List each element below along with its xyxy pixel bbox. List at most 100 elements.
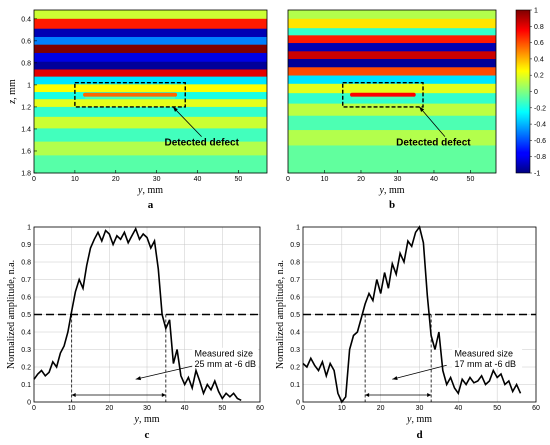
- x-axis-ticks: 0 10 20 30 40 50: [286, 170, 474, 183]
- heatmap-band: [288, 83, 496, 94]
- y-tick-label: 0.8: [21, 60, 31, 67]
- plot-frame: [33, 226, 261, 403]
- heatmap-band: [288, 18, 496, 29]
- heatmap-band: [288, 67, 496, 76]
- x-tick-label: 40: [194, 176, 202, 183]
- colorbar-ticks: -1 -0.8 -0.6 -0.4 -0.2 0 0.2 0.4 0.6 0.8 1: [530, 8, 546, 178]
- plot-frame: [33, 9, 268, 174]
- x-tick-label: 40: [181, 405, 189, 412]
- dimension-arrow-right: [161, 393, 166, 397]
- defect-band-shadow: [85, 96, 176, 99]
- annotation-arrowhead: [419, 106, 425, 113]
- heatmap-band: [34, 84, 267, 93]
- colorbar-tick-label: -0.4: [534, 122, 546, 129]
- x-tick-label: 50: [493, 405, 501, 412]
- y-tick-label: 0.8: [290, 260, 300, 267]
- heatmap-band: [34, 141, 267, 156]
- y-tick-label: 0: [27, 400, 31, 407]
- y-axis-label: z, mm: [7, 79, 18, 105]
- x-tick-label: 0: [286, 176, 290, 183]
- x-tick-label: 50: [234, 176, 242, 183]
- y-tick-label: 0.6: [21, 38, 31, 45]
- heatmap-bands: [34, 10, 267, 174]
- dimension-arrow-left: [71, 393, 76, 397]
- plot-frame: [302, 226, 537, 403]
- x-tick-label: 60: [532, 405, 540, 412]
- heatmap-band: [288, 35, 496, 44]
- y-tick-label: 0.3: [290, 347, 300, 354]
- heatmap-band: [34, 10, 267, 20]
- defect-band: [350, 92, 416, 97]
- y-axis-label: Normalized amplitude, n.a.: [6, 260, 17, 369]
- detected-defect-label: Detected defect: [396, 137, 471, 148]
- heatmap-band: [34, 69, 267, 78]
- y-tick-label: 0.7: [290, 277, 300, 284]
- defect-box: [342, 81, 424, 108]
- x-tick-label: 40: [454, 405, 462, 412]
- x-tick-label: 0: [32, 176, 36, 183]
- detected-defect-label: Detected defect: [164, 137, 239, 148]
- series-line: [33, 226, 242, 402]
- annotation-background: [192, 347, 259, 368]
- x-tick-label: 20: [105, 405, 113, 412]
- heatmap-band: [288, 75, 496, 85]
- annotation-arrow: [172, 106, 202, 137]
- y-tick-label: 0.5: [21, 312, 31, 319]
- y-tick-label: 0: [296, 400, 300, 407]
- x-tick-label: 30: [143, 405, 151, 412]
- measured-size-value: 25 mm at -6 dB: [194, 359, 256, 369]
- y-tick-label: 0.4: [21, 16, 31, 23]
- dimension-arrow-left: [365, 393, 370, 397]
- y-tick-label: 0.9: [21, 242, 31, 249]
- colorbar-tick-label: 1: [534, 8, 538, 15]
- plot-frame: [287, 9, 497, 174]
- heatmap-band: [34, 76, 267, 85]
- defect-band-shadow: [352, 96, 414, 99]
- annotation-arrow: [392, 364, 447, 380]
- defect-band: [83, 92, 178, 97]
- x-tick-label: 10: [68, 405, 76, 412]
- panel-caption-d: d: [416, 429, 422, 441]
- heatmap-band: [288, 145, 496, 174]
- heatmap-band: [288, 103, 496, 117]
- y-tick-label: 0.7: [21, 277, 31, 284]
- y-axis-label: Normalized amplitude, n.a.: [275, 260, 286, 369]
- heatmap-band: [34, 18, 267, 30]
- heatmap-panel-b: 0 10 20 30 40 50 Detected defect y, mm b: [286, 9, 497, 211]
- heatmap-band: [34, 128, 267, 143]
- x-tick-label: 40: [430, 176, 438, 183]
- x-tick-label: 20: [377, 405, 385, 412]
- x-tick-label: 10: [71, 176, 79, 183]
- y-tick-label: 0.3: [21, 347, 31, 354]
- annotation-arrow: [135, 364, 197, 380]
- heatmap-band: [288, 115, 496, 131]
- y-tick-label: 1.8: [21, 171, 31, 178]
- colorbar-tick-label: 0.6: [534, 40, 544, 47]
- measured-size-value: 17 mm at -6 dB: [454, 359, 516, 369]
- x-axis-label: y, mm: [133, 414, 159, 425]
- line-panel-d: 0 10 20 30 40 50 60 00.10.20.30.40.50.60.70.80…: [275, 225, 540, 442]
- heatmap-panel-a: 0 10 20 30 40 50 0.4 0.6 0.8 1 1.2 1.4 1.6 1.8 Detec…: [7, 9, 268, 211]
- heatmap-band: [288, 43, 496, 52]
- colorbar: -1 -0.8 -0.6 -0.4 -0.2 0 0.2 0.4 0.6 0.8 1: [515, 8, 546, 178]
- x-tick-label: 60: [256, 405, 264, 412]
- heatmap-bands: [288, 10, 496, 174]
- heatmap-band: [34, 155, 267, 174]
- x-tick-label: 20: [112, 176, 120, 183]
- x-tick-label: 30: [153, 176, 161, 183]
- heatmap-band: [34, 116, 267, 129]
- x-tick-label: 50: [218, 405, 226, 412]
- y-tick-label: 0.2: [290, 365, 300, 372]
- panel-caption-b: b: [389, 199, 395, 211]
- y-tick-label: 0.4: [290, 330, 300, 337]
- y-tick-label: 0.6: [290, 295, 300, 302]
- colorbar-tick-label: 0.4: [534, 56, 544, 63]
- heatmap-band: [34, 36, 267, 46]
- y-tick-label: 0.8: [21, 260, 31, 267]
- heatmap-band: [34, 52, 267, 63]
- y-tick-label: 0.5: [290, 312, 300, 319]
- y-tick-label: 0.1: [290, 382, 300, 389]
- y-tick-label: 1: [27, 82, 31, 89]
- dimension-arrow-right: [427, 393, 432, 397]
